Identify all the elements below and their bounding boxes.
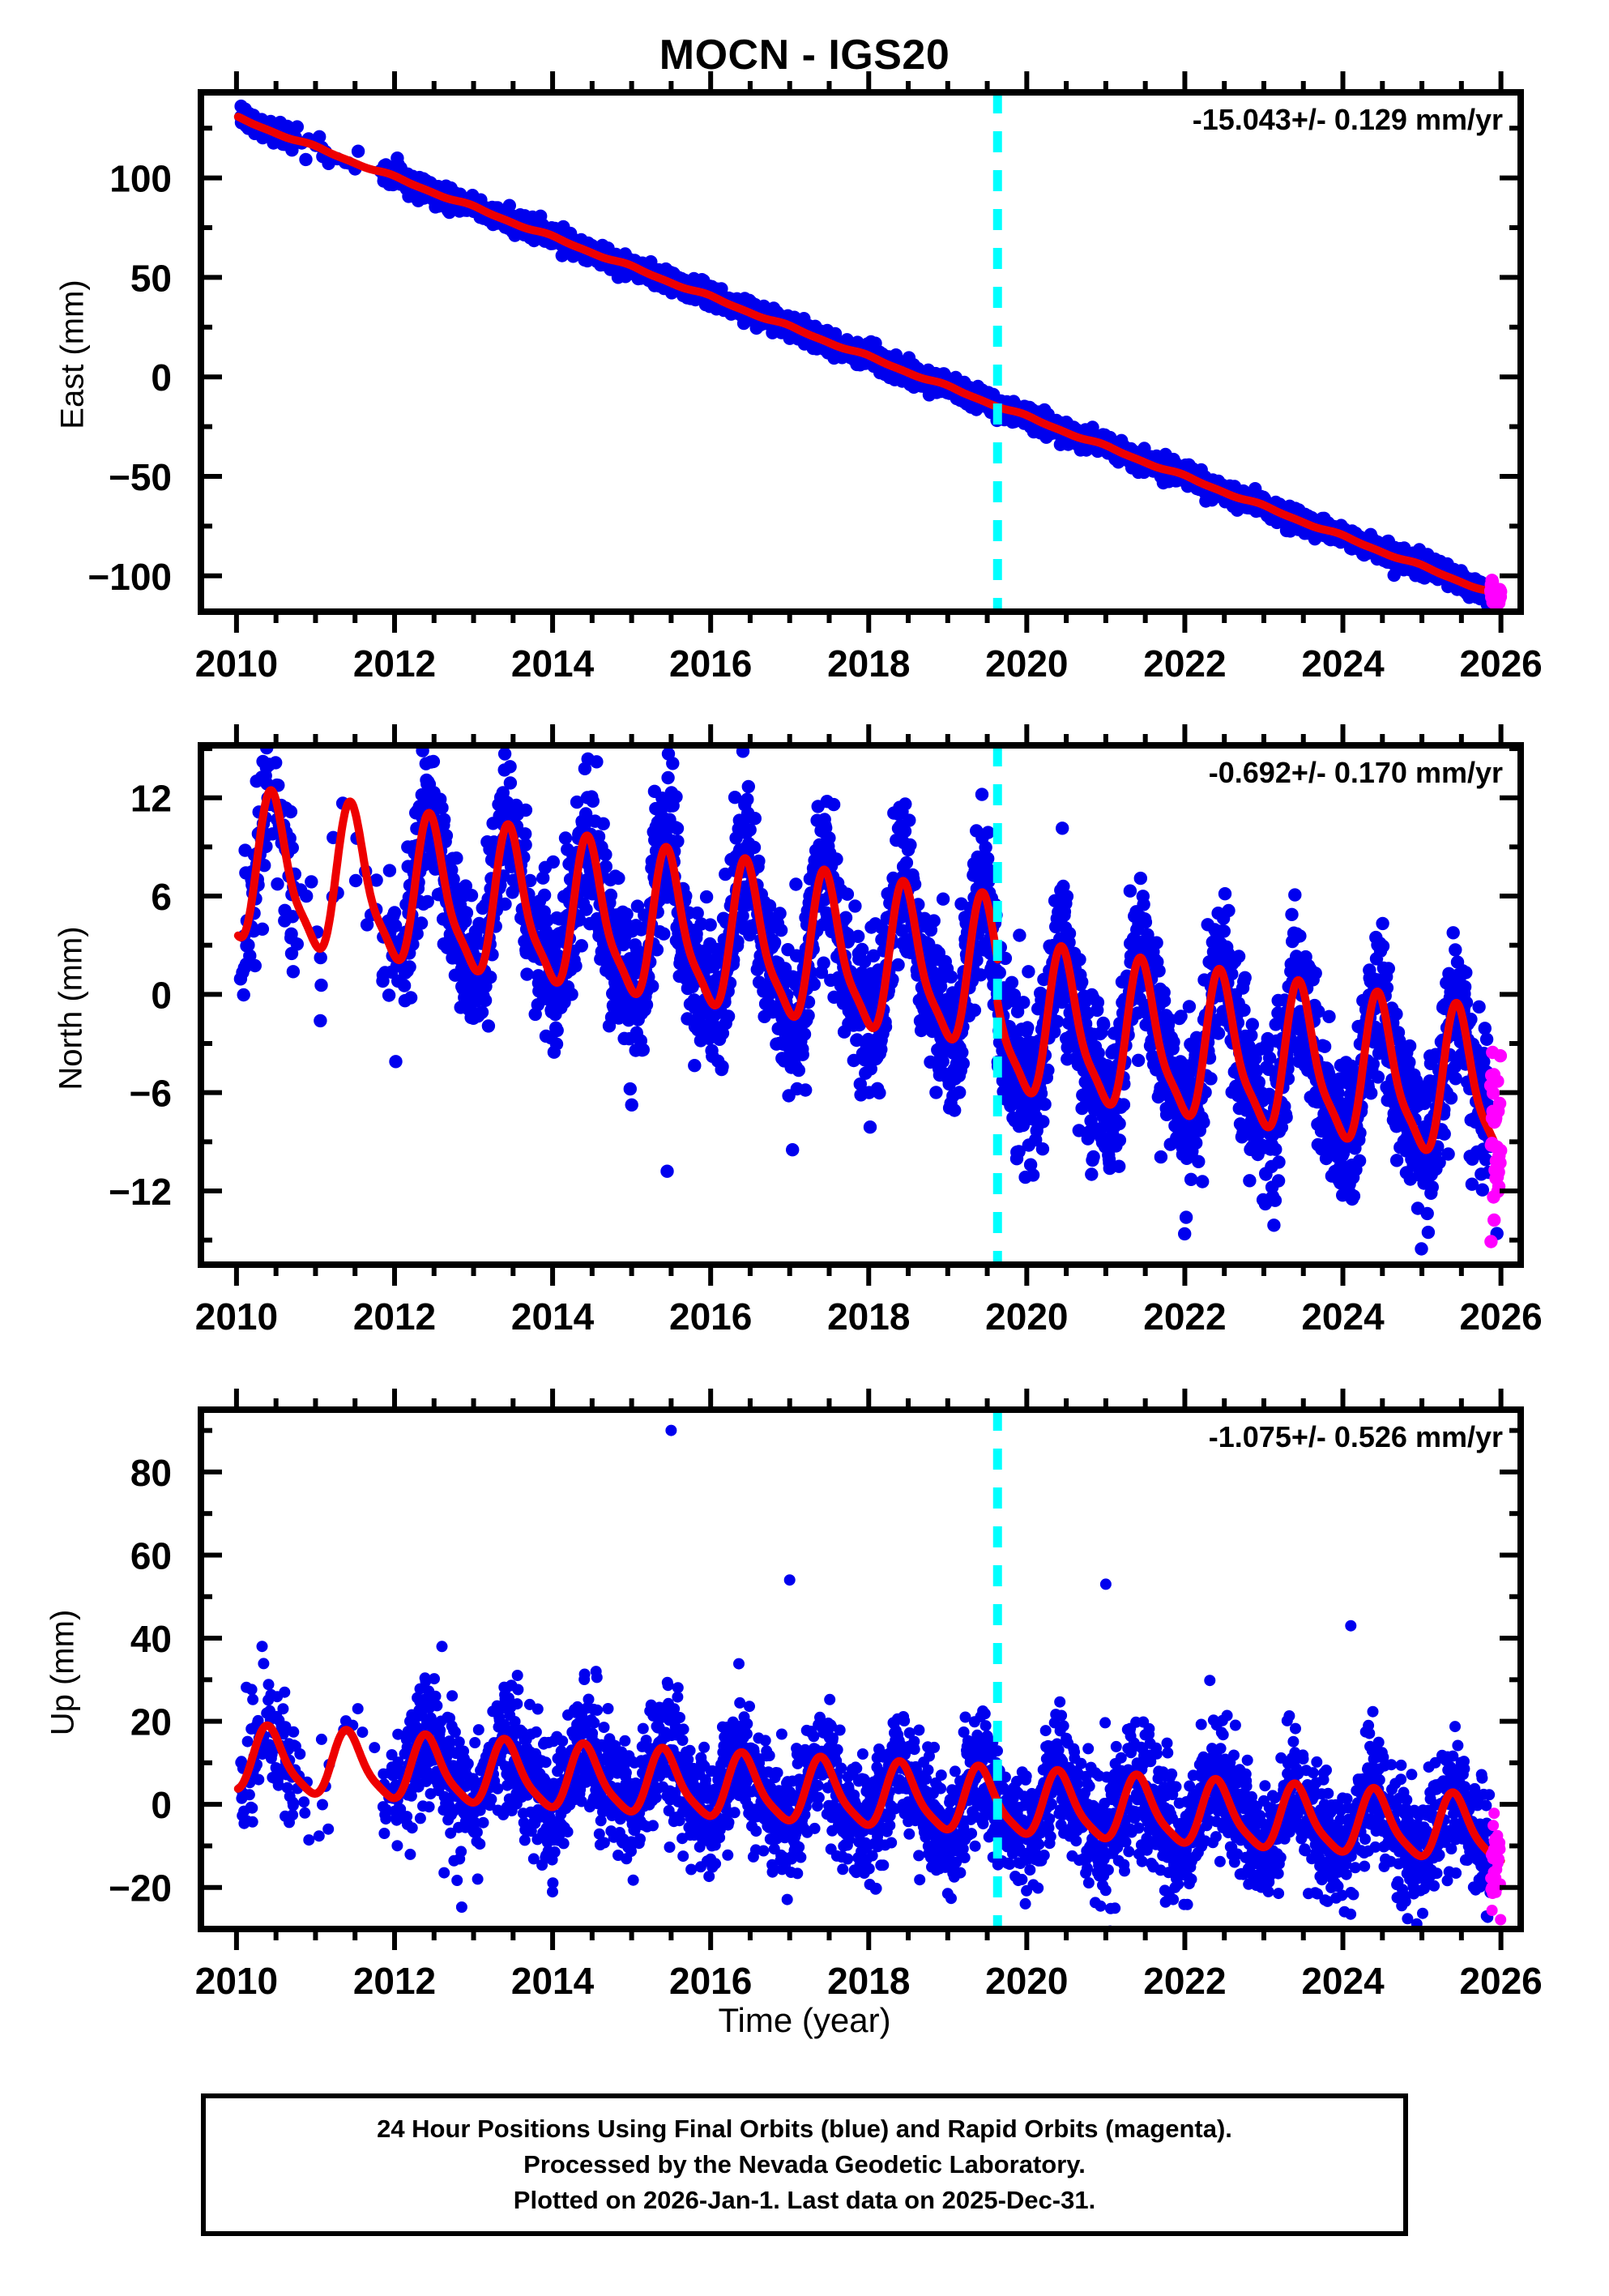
data-points-rapid-orbits (1485, 1807, 1507, 1926)
panel-north: 2010 2012 2014 2016 2018 2020 2022 2024 2026 12 6 0… (109, 724, 1543, 1338)
panel-up-ylabel: Up (mm) (45, 1609, 81, 1736)
plot-canvas-north: 2010 2012 2014 2016 2018 2020 2022 2024 2026 12 6 0… (109, 724, 1543, 1338)
model-trend-line-east (233, 113, 1505, 600)
footer-line-3: Plotted on 2026-Jan-1. Last data on 2025… (513, 2186, 1096, 2214)
x-tick-label: 2020 (985, 1295, 1068, 1338)
x-tick-label: 2018 (827, 1960, 910, 2002)
model-trend-line-north (233, 786, 1505, 1162)
x-tick-label: 2018 (827, 642, 910, 685)
x-tick-label: 2012 (353, 1295, 436, 1338)
y-tick-label: 60 (130, 1534, 172, 1577)
plot-frame-up (198, 1406, 1524, 1932)
x-tick-label: 2024 (1301, 1960, 1385, 2002)
x-tick-label: 2014 (511, 642, 595, 685)
data-points-rapid-orbits (1483, 1045, 1508, 1248)
x-tick-label: 2012 (353, 1960, 436, 2002)
x-tick-label: 2010 (195, 642, 278, 685)
data-points-final-orbits (233, 745, 1504, 1256)
x-tick-label: 2010 (195, 1295, 278, 1338)
footer-line-2: Processed by the Nevada Geodetic Laborat… (523, 2149, 1086, 2179)
plot-canvas-east: 2010 2012 2014 2016 2018 2020 2022 2024 2026 100 5… (87, 71, 1543, 685)
x-tick-label: 2022 (1143, 642, 1226, 685)
x-tick-label: 2014 (511, 1960, 595, 2002)
y-tick-label: 40 (130, 1618, 172, 1660)
panel-up: 2010 2012 2014 2016 2018 2020 2022 2024 2026 80 60… (109, 1389, 1543, 2002)
y-tick-label: 20 (130, 1701, 172, 1743)
y-tick-label: −6 (130, 1073, 172, 1115)
plot-canvas-up: 2010 2012 2014 2016 2018 2020 2022 2024 2026 80 60… (109, 1389, 1543, 2002)
y-tick-label: 12 (130, 778, 172, 820)
data-points-final-orbits (234, 1424, 1496, 1929)
x-tick-label: 2020 (985, 642, 1068, 685)
x-tick-label: 2010 (195, 1960, 278, 2002)
plot-area-north (233, 745, 1508, 1265)
x-tick-label: 2020 (985, 1960, 1068, 2002)
rate-annotation-east: -15.043+/- 0.129 mm/yr (1193, 103, 1503, 136)
x-tick-label: 2022 (1143, 1960, 1226, 2002)
y-tick-label: −100 (87, 556, 172, 598)
x-tick-label: 2018 (827, 1295, 910, 1338)
footer-line-1: 24 Hour Positions Using Final Orbits (bl… (377, 2114, 1232, 2143)
x-tick-label: 2026 (1459, 642, 1542, 685)
y-tick-label: 6 (151, 876, 172, 918)
x-tick-label: 2026 (1459, 1960, 1542, 2002)
x-tick-label: 2022 (1143, 1295, 1226, 1338)
x-tick-label: 2026 (1459, 1295, 1542, 1338)
panel-east: 2010 2012 2014 2016 2018 2020 2022 2024 2026 100 5… (87, 71, 1543, 685)
y-tick-label: 80 (130, 1452, 172, 1494)
data-points-rapid-orbits (1483, 574, 1508, 610)
plot-frame-east (198, 89, 1524, 615)
x-tick-label: 2014 (511, 1295, 595, 1338)
panel-north-ylabel: North (mm) (53, 926, 89, 1090)
plot-frame-north (198, 742, 1524, 1268)
page-title: MOCN - IGS20 (659, 32, 950, 79)
x-axis-label: Time (year) (718, 2001, 891, 2039)
x-tick-label: 2016 (669, 642, 752, 685)
footer-note-box: 24 Hour Positions Using Final Orbits (bl… (201, 2093, 1408, 2236)
x-tick-label: 2024 (1301, 1295, 1385, 1338)
y-tick-label: 0 (151, 356, 172, 399)
plot-area-up (233, 1410, 1507, 1929)
x-tick-label: 2024 (1301, 642, 1385, 685)
y-tick-label: 0 (151, 1784, 172, 1826)
y-tick-label: 50 (130, 257, 172, 299)
y-tick-label: −12 (109, 1171, 172, 1213)
model-trend-line-up (233, 1721, 1505, 1865)
x-tick-label: 2016 (669, 1960, 752, 2002)
rate-annotation-up: -1.075+/- 0.526 mm/yr (1209, 1420, 1503, 1453)
plot-area-east (233, 92, 1508, 612)
x-tick-label: 2012 (353, 642, 436, 685)
y-tick-label: 100 (109, 158, 172, 200)
y-tick-label: 0 (151, 974, 172, 1016)
y-tick-label: −50 (109, 456, 172, 498)
y-tick-label: −20 (109, 1867, 172, 1910)
x-tick-label: 2016 (669, 1295, 752, 1338)
rate-annotation-north: -0.692+/- 0.170 mm/yr (1209, 756, 1503, 789)
panel-east-ylabel: East (mm) (54, 280, 91, 429)
